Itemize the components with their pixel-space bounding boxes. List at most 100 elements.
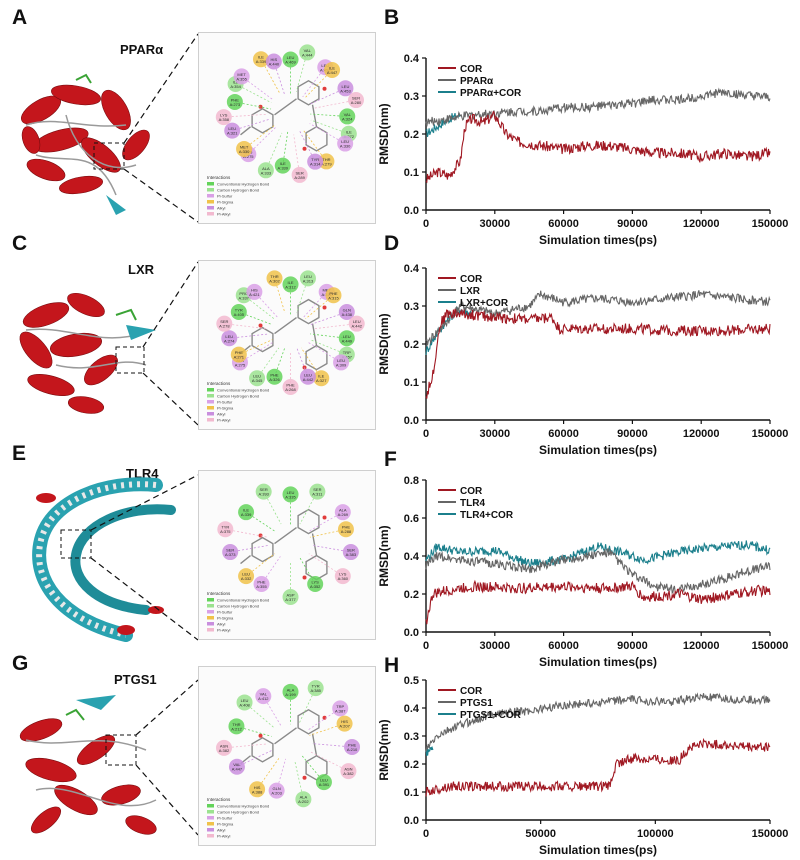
residue-label: VAL <box>260 692 268 697</box>
residue-node <box>336 715 353 732</box>
residue-label: PHE <box>342 525 351 530</box>
residue-label: PHE <box>257 580 266 585</box>
oxygen-atom <box>322 715 327 720</box>
y-tick-label: 0.0 <box>404 415 419 427</box>
residue-node <box>307 576 324 593</box>
y-tick-label: 0.8 <box>404 475 419 487</box>
legend-label: PTGS1 <box>460 698 493 709</box>
residue-label: TYR <box>235 307 243 312</box>
interaction-line <box>223 113 268 118</box>
panel-letter-h: H <box>384 654 400 677</box>
residue-label: A:272 <box>344 134 355 139</box>
residue-node <box>325 287 342 304</box>
legend-swatch <box>207 628 214 632</box>
ligand-ring <box>297 298 320 325</box>
interaction-line <box>310 311 347 326</box>
legend-swatch <box>207 412 214 416</box>
interaction-line <box>236 750 272 768</box>
x-tick-label: 150000 <box>752 828 789 840</box>
residue-node <box>342 544 359 561</box>
residue-node <box>318 153 335 170</box>
rmsd-chart-tlr4: 0.0 0.2 0.4 0.6 0.8 0 30000 60000 90000 120000 150… <box>377 475 788 669</box>
y-tick-label: 0.2 <box>404 129 419 141</box>
interaction-line <box>308 342 342 363</box>
residue-label: A:360 <box>338 576 349 581</box>
residue-label: A:339 <box>278 166 289 171</box>
x-tick-label: 90000 <box>617 218 648 230</box>
x-tick-label: 50000 <box>525 828 556 840</box>
residue-label: A:447 <box>232 767 243 772</box>
residue-node <box>299 368 316 385</box>
residue-label: ILE <box>288 280 294 285</box>
residue-node <box>253 576 270 593</box>
residue-node <box>313 370 330 387</box>
panel-letter-d: D <box>384 232 400 255</box>
legend-label: PPARα+COR <box>460 88 522 99</box>
ligand-ring <box>251 107 274 134</box>
residue-label: LEU <box>342 84 350 89</box>
x-tick-label: 150000 <box>752 428 789 440</box>
y-axis-label: RMSD(nm) <box>377 719 391 780</box>
legend-label: TLR4+COR <box>460 510 514 521</box>
residue-label: ASN <box>344 767 352 772</box>
interaction-diagram-lxr: ILEA:312LEUA:313META:312PHEA:315GLNA:438… <box>198 260 376 430</box>
residue-node <box>215 109 232 126</box>
rmsd-chart-lxr: 0.0 0.1 0.2 0.3 0.4 0 30000 60000 90000 120000 150… <box>377 263 789 457</box>
interaction-line <box>239 342 274 363</box>
legend-swatch <box>207 188 214 192</box>
residue-label: MET <box>322 287 331 292</box>
residue-node <box>222 544 239 561</box>
panel-letter-a: A <box>12 6 28 29</box>
series-line-2 <box>425 540 771 568</box>
residue-node <box>236 140 253 157</box>
interaction-legend-title: Interactions <box>207 797 231 802</box>
residue-node <box>348 92 365 109</box>
y-tick-label: 0.1 <box>404 787 419 799</box>
residue-label: A:375 <box>220 529 231 534</box>
residue-label: SER <box>347 548 355 553</box>
residue-label: PHE <box>231 97 240 102</box>
panel-letter-c: C <box>12 232 28 255</box>
residue-label: A:207 <box>339 724 350 729</box>
interaction-legend-title: Interactions <box>207 381 231 386</box>
legend-swatch <box>207 598 214 602</box>
residue-label: MET <box>237 72 246 77</box>
interaction-line <box>302 129 327 162</box>
residue-label: LEU <box>353 319 361 324</box>
y-axis-label: RMSD(nm) <box>377 525 391 586</box>
interaction-line <box>230 544 270 553</box>
residue-node <box>340 763 357 780</box>
residue-node <box>255 688 272 705</box>
residue-label: SER <box>260 487 268 492</box>
residue-label: A:442 <box>303 377 314 382</box>
legend-label: Carbon Hydrogen Bond <box>217 603 259 608</box>
zoom-lines-g <box>135 679 199 836</box>
residue-label: ILE <box>346 129 352 134</box>
residue-label: THR <box>270 274 278 279</box>
interaction-line <box>309 123 346 144</box>
legend-swatch <box>207 212 214 216</box>
legend-label: PPARα <box>460 76 494 87</box>
y-tick-label: 0.1 <box>404 167 419 179</box>
legend-swatch <box>207 616 214 620</box>
residue-label: A:354 <box>230 84 241 89</box>
residue-label: A:210 <box>347 747 358 752</box>
residue-label: LEU <box>225 334 233 339</box>
legend-swatch <box>207 418 214 422</box>
oxygen-atom <box>258 323 263 328</box>
residue-node <box>216 739 233 756</box>
series-line-0 <box>425 579 771 625</box>
residue-label: A:438 <box>342 312 353 317</box>
interaction-line <box>223 743 268 749</box>
interaction-diagram-tlr4: LEU A:335 SER A:311 ALA A:269 PHE A:288 SER A:383… <box>198 470 376 640</box>
x-tick-label: 100000 <box>637 828 674 840</box>
residue-node <box>228 718 245 735</box>
series-line-1 <box>425 87 771 127</box>
residue-label: PRO <box>239 291 248 296</box>
ligand-ring <box>297 508 320 535</box>
residue-node <box>337 521 354 538</box>
residue-label: ALA <box>339 508 347 513</box>
y-tick-label: 0.3 <box>404 731 419 743</box>
legend-swatch <box>207 406 214 410</box>
x-tick-label: 30000 <box>480 640 511 652</box>
